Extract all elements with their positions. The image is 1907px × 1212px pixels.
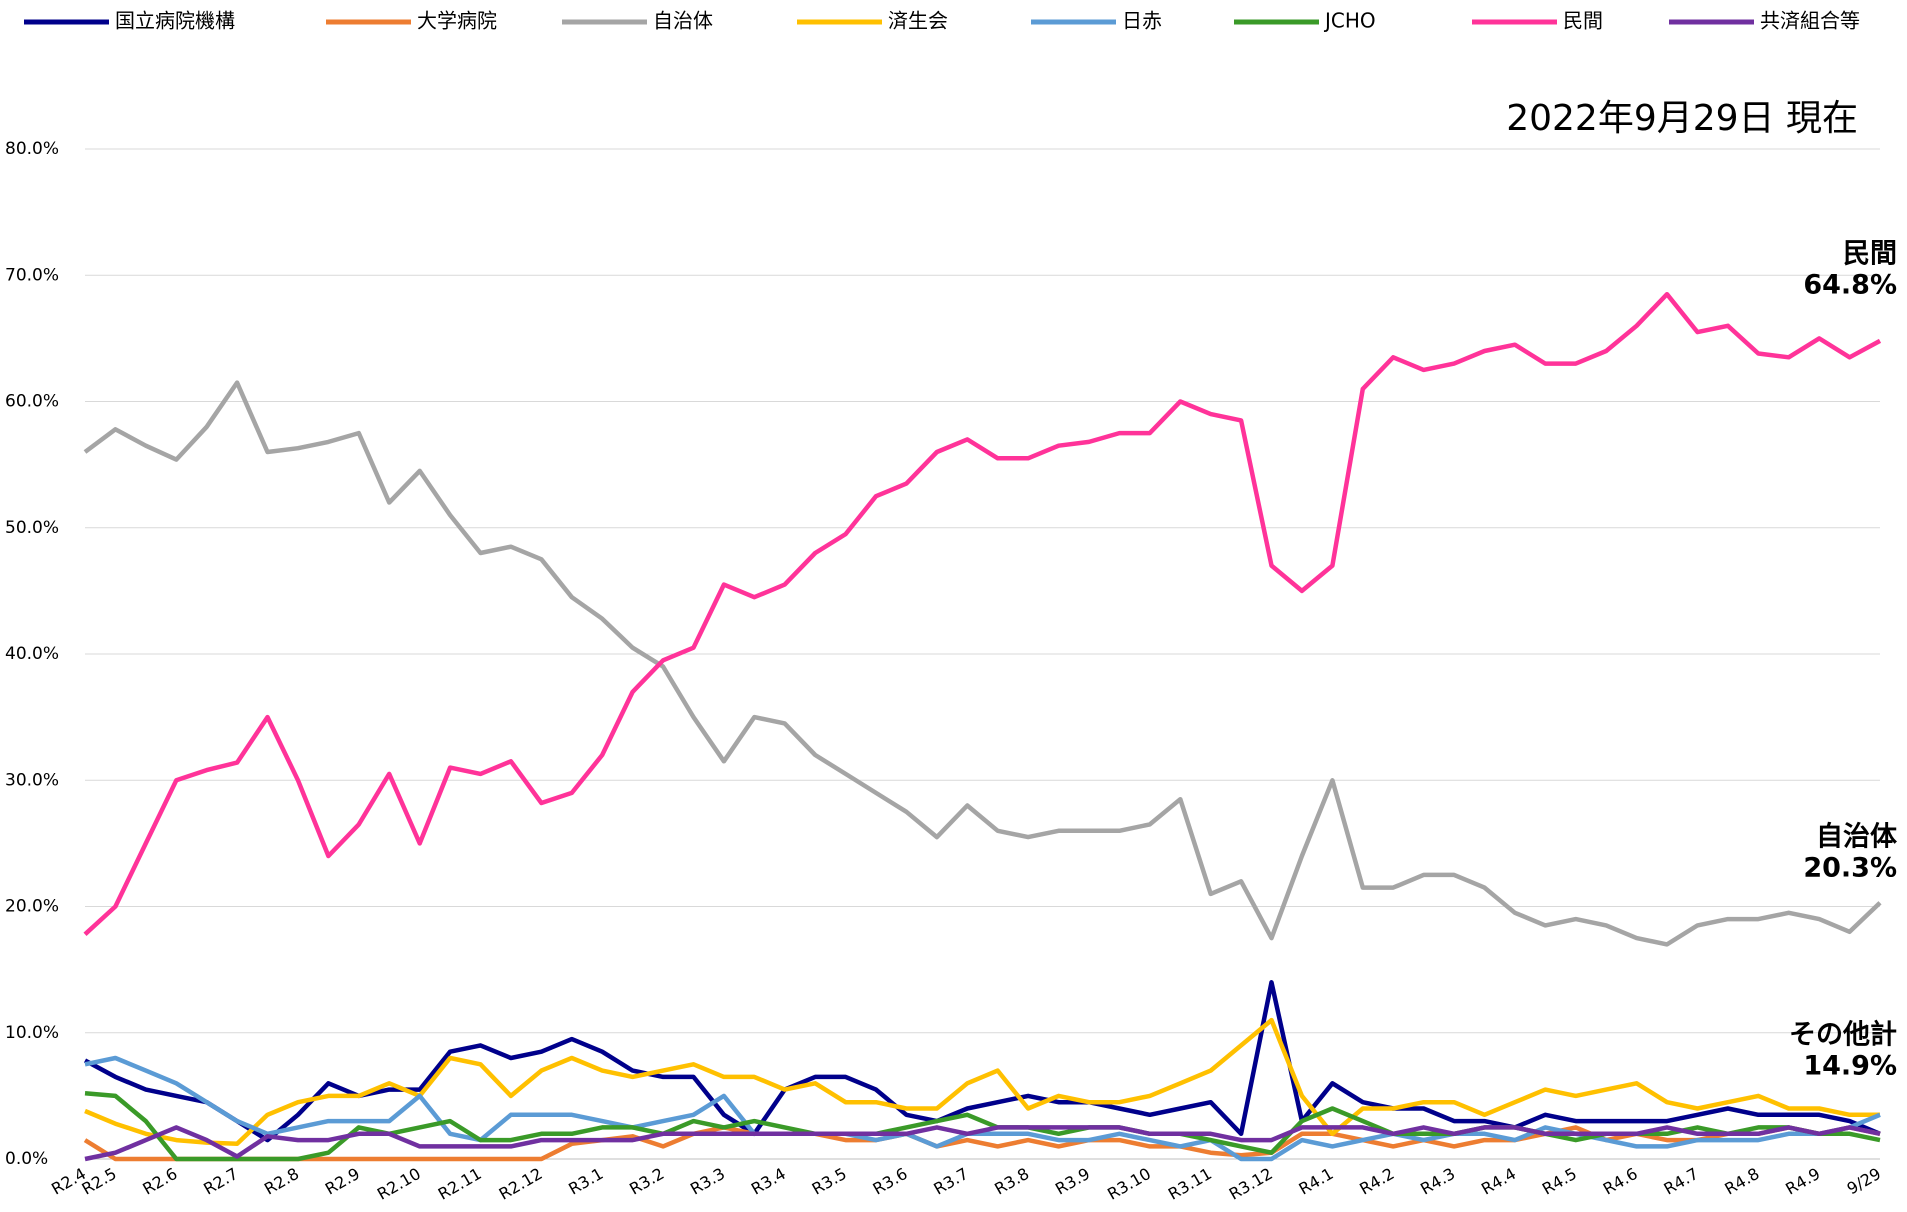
x-tick-label: 9/29 [1844, 1164, 1885, 1198]
x-tick-label: R2.12 [496, 1164, 546, 1204]
legend-label: 国立病院機構 [115, 9, 235, 33]
x-tick-label: R3.8 [991, 1164, 1032, 1199]
annotation: その他計 [1789, 1019, 1897, 1051]
series-line [84, 1017, 1880, 1147]
x-tick-label: R3.12 [1226, 1164, 1276, 1204]
x-tick-label: R4.5 [1539, 1164, 1580, 1199]
y-tick-label: 10.0% [5, 1023, 59, 1043]
legend-label: 自治体 [653, 9, 713, 33]
y-tick-label: 20.0% [5, 897, 59, 917]
x-tick-label: R3.11 [1165, 1164, 1215, 1204]
legend-label: 済生会 [888, 9, 948, 33]
x-tick-label: R4.7 [1661, 1164, 1702, 1199]
x-tick-label: R4.6 [1600, 1164, 1641, 1199]
x-tick-label: R2.10 [374, 1164, 424, 1204]
x-tick-label: R3.6 [870, 1164, 911, 1199]
x-tick-label: R2.7 [200, 1164, 241, 1199]
y-tick-label: 40.0% [5, 644, 59, 664]
annotation: 14.9% [1803, 1051, 1897, 1082]
series-line [83, 380, 1882, 947]
y-tick-label: 70.0% [5, 265, 59, 285]
x-tick-label: R3.4 [748, 1164, 789, 1199]
x-tick-label: R4.9 [1782, 1164, 1823, 1199]
x-tick-label: R4.1 [1295, 1164, 1336, 1199]
x-tick-label: R4.4 [1478, 1164, 1519, 1199]
legend-label: 民間 [1563, 9, 1603, 33]
x-tick-label: R3.5 [809, 1164, 850, 1199]
legend-label: 日赤 [1122, 9, 1162, 33]
x-tick-label: R4.3 [1417, 1164, 1458, 1199]
x-tick-label: R2.5 [79, 1164, 120, 1199]
legend-label: 共済組合等 [1760, 9, 1860, 33]
x-tick-label: R2.11 [435, 1164, 485, 1204]
x-tick-label: R3.7 [930, 1164, 971, 1199]
x-tick-label: R2.6 [139, 1164, 180, 1199]
series-line [84, 1125, 1881, 1162]
x-tick-label: R3.2 [626, 1164, 667, 1199]
x-tick-label: R3.1 [565, 1164, 606, 1199]
x-tick-label: R3.10 [1104, 1164, 1154, 1204]
x-tick-label: R3.9 [1052, 1164, 1093, 1199]
annotation: 自治体 [1816, 821, 1898, 853]
annotation: 民間 [1843, 239, 1897, 270]
x-tick-label: R2.8 [261, 1164, 302, 1199]
y-tick-label: 30.0% [5, 770, 59, 790]
x-tick-label: R2.9 [322, 1164, 363, 1199]
series-line [83, 1125, 1881, 1162]
series-line [83, 291, 1882, 936]
x-tick-label: R4.8 [1721, 1164, 1762, 1199]
y-tick-label: 80.0% [5, 139, 59, 159]
y-tick-label: 0.0% [5, 1149, 48, 1169]
annotation: 20.3% [1803, 853, 1897, 884]
y-tick-label: 50.0% [5, 518, 59, 538]
y-tick-label: 60.0% [5, 392, 59, 412]
annotation: 64.8% [1803, 270, 1897, 301]
x-tick-label: R4.2 [1356, 1164, 1397, 1199]
x-tick-label: R3.3 [687, 1164, 728, 1199]
series-line [83, 980, 1881, 1143]
chart-title: 2022年9月29日 現在 [1506, 98, 1858, 139]
legend-label: JCHO [1323, 9, 1376, 33]
legend-label: 大学病院 [417, 9, 497, 33]
